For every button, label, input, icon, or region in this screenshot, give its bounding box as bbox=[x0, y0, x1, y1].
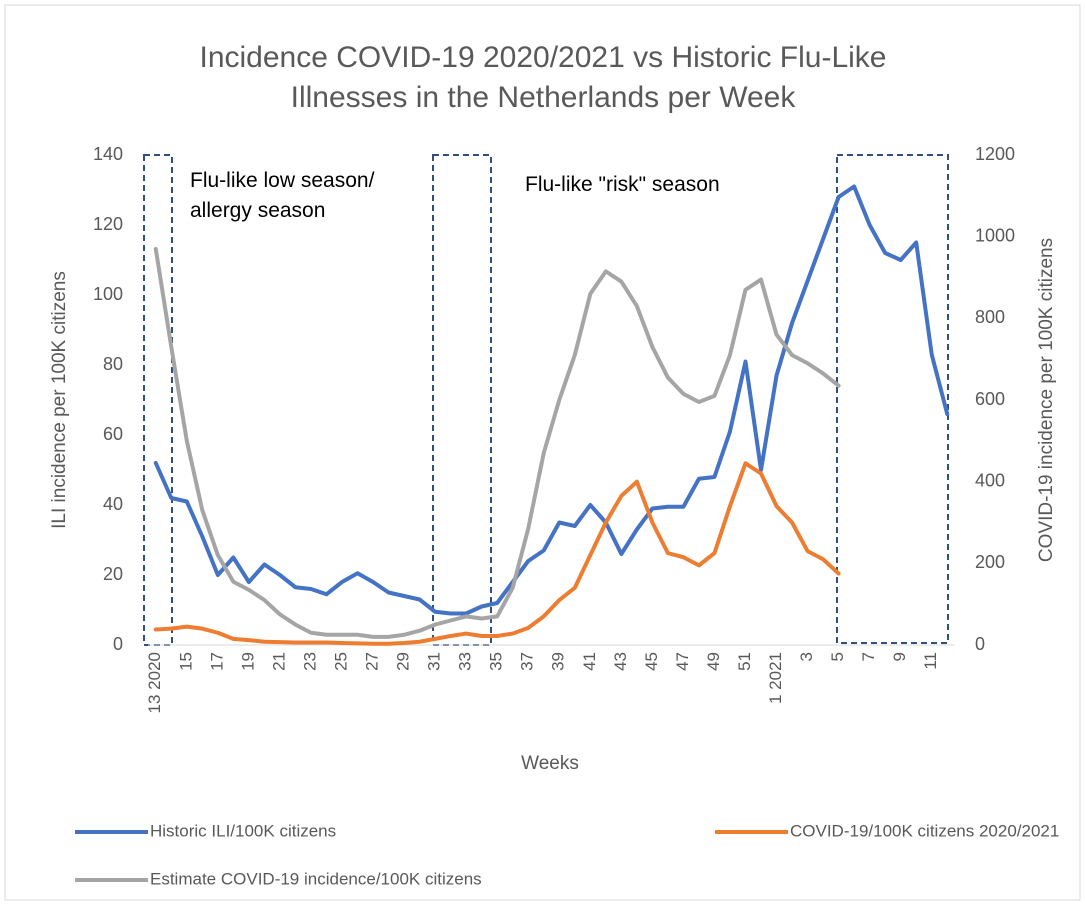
series-line bbox=[153, 461, 841, 646]
chart-title: Incidence COVID-19 2020/2021 vs Historic… bbox=[199, 41, 887, 114]
x-tick-label: 13 2020 bbox=[145, 652, 164, 713]
y2-tick-label: 800 bbox=[975, 307, 1005, 327]
legend-label: COVID-19/100K citizens 2020/2021 bbox=[790, 821, 1059, 840]
x-tick-label: 1 2021 bbox=[766, 652, 785, 704]
x-tick-label: 37 bbox=[518, 652, 537, 671]
x-tick-label: 23 bbox=[300, 652, 319, 671]
x-tick-label: 45 bbox=[642, 652, 661, 671]
x-tick-label: 39 bbox=[549, 652, 568, 671]
x-tick-label: 47 bbox=[673, 652, 692, 671]
x-tick-label: 3 bbox=[797, 652, 816, 661]
x-tick-label: 43 bbox=[611, 652, 630, 671]
x-tick-label: 7 bbox=[859, 652, 878, 661]
x-tick-label: 19 bbox=[238, 652, 257, 671]
x-tick-label: 27 bbox=[363, 652, 382, 671]
x-tick-label: 21 bbox=[269, 652, 288, 671]
y2-tick-label: 1000 bbox=[975, 225, 1015, 245]
x-tick-label: 11 bbox=[921, 652, 940, 670]
x-tick-label: 51 bbox=[735, 652, 754, 671]
x-tick-label: 5 bbox=[828, 652, 847, 661]
series-line bbox=[153, 246, 841, 639]
legend-label: Estimate COVID-19 incidence/100K citizen… bbox=[150, 869, 482, 888]
y-tick-label: 20 bbox=[103, 564, 123, 584]
x-axis-title: Weeks bbox=[521, 753, 579, 774]
y-tick-label: 80 bbox=[103, 354, 123, 374]
x-tick-label: 31 bbox=[425, 652, 444, 671]
y-tick-label: 40 bbox=[103, 494, 123, 514]
annotation: Flu-like low season/ allergy season bbox=[190, 169, 375, 222]
y2-tick-label: 0 bbox=[975, 634, 985, 654]
x-tick-label: 29 bbox=[394, 652, 413, 671]
series-line bbox=[153, 184, 950, 616]
x-tick-label: 25 bbox=[331, 652, 350, 671]
y-axis-title: ILI incidence per 100K citizens bbox=[49, 271, 70, 529]
season-box bbox=[432, 154, 492, 646]
y2-tick-label: 600 bbox=[975, 389, 1005, 409]
y-tick-label: 0 bbox=[113, 634, 123, 654]
y-tick-label: 120 bbox=[93, 214, 123, 234]
season-box bbox=[836, 154, 949, 644]
y-tick-label: 100 bbox=[93, 284, 123, 304]
x-tick-label: 49 bbox=[704, 652, 723, 671]
y2-tick-label: 400 bbox=[975, 470, 1005, 490]
y2-axis-title: COVID-19 incidence per 100K citizens bbox=[1036, 238, 1057, 562]
y-tick-label: 60 bbox=[103, 424, 123, 444]
x-tick-label: 41 bbox=[580, 652, 599, 671]
y-tick-label: 140 bbox=[93, 144, 123, 164]
annotation: Flu-like "risk" season bbox=[525, 173, 720, 196]
x-tick-label: 35 bbox=[487, 652, 506, 671]
x-tick-label: 33 bbox=[456, 652, 475, 671]
x-tick-label: 15 bbox=[176, 652, 195, 671]
x-tick-label: 9 bbox=[890, 652, 909, 661]
y2-tick-label: 200 bbox=[975, 552, 1005, 572]
x-tick-label: 17 bbox=[207, 652, 226, 671]
y2-tick-label: 1200 bbox=[975, 144, 1015, 164]
legend-label: Historic ILI/100K citizens bbox=[150, 821, 336, 840]
